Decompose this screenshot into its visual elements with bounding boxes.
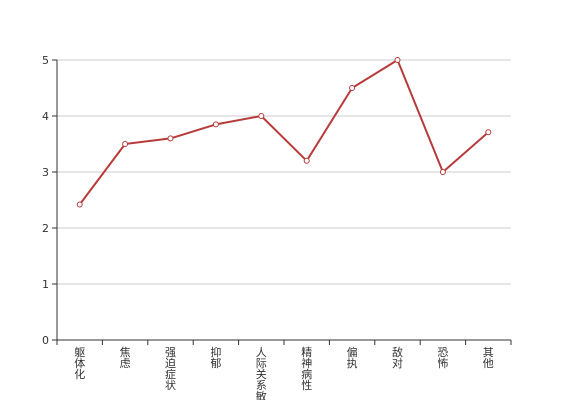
data-point[interactable]	[258, 113, 265, 119]
gridlines	[57, 59, 511, 285]
x-tick-label: 人际关系敏感	[256, 346, 267, 400]
x-tick-label: 焦虑	[120, 346, 131, 370]
series-line	[78, 59, 489, 206]
y-tick-label: 2	[42, 222, 49, 235]
y-tick-label: 0	[42, 334, 49, 347]
y-tick-label: 4	[42, 110, 49, 123]
data-point[interactable]	[485, 129, 492, 136]
x-tick-label: 敌对	[392, 345, 403, 370]
x-tick-label: 强迫症状	[165, 346, 176, 392]
x-tick-label: 精神病性	[301, 346, 312, 392]
data-point[interactable]	[76, 201, 83, 208]
x-tick-label: 躯体化	[74, 346, 85, 381]
axes	[56, 60, 511, 341]
series	[76, 57, 492, 208]
data-point[interactable]	[349, 85, 356, 91]
y-tick-label: 5	[42, 54, 49, 67]
y-tick-label: 3	[42, 166, 49, 179]
x-tick-label: 偏执	[347, 345, 358, 370]
data-point[interactable]	[212, 121, 219, 128]
x-tick-label: 其他	[483, 346, 494, 370]
data-point[interactable]	[122, 141, 129, 147]
data-point[interactable]	[439, 169, 446, 175]
data-point[interactable]	[303, 157, 310, 164]
x-tick-label: 恐怖	[437, 346, 448, 370]
data-point[interactable]	[394, 57, 401, 63]
y-tick-label: 1	[42, 278, 49, 291]
x-axis-ticks: 躯体化 焦虑 强迫症状 抑郁 人际关系敏感 精神病性 偏执 敌对 恐怖 其他	[56, 340, 512, 400]
x-tick-label: 抑郁	[210, 345, 221, 370]
data-point[interactable]	[167, 135, 174, 142]
y-axis-ticks: 0 1 2 3 4 5	[42, 54, 57, 347]
